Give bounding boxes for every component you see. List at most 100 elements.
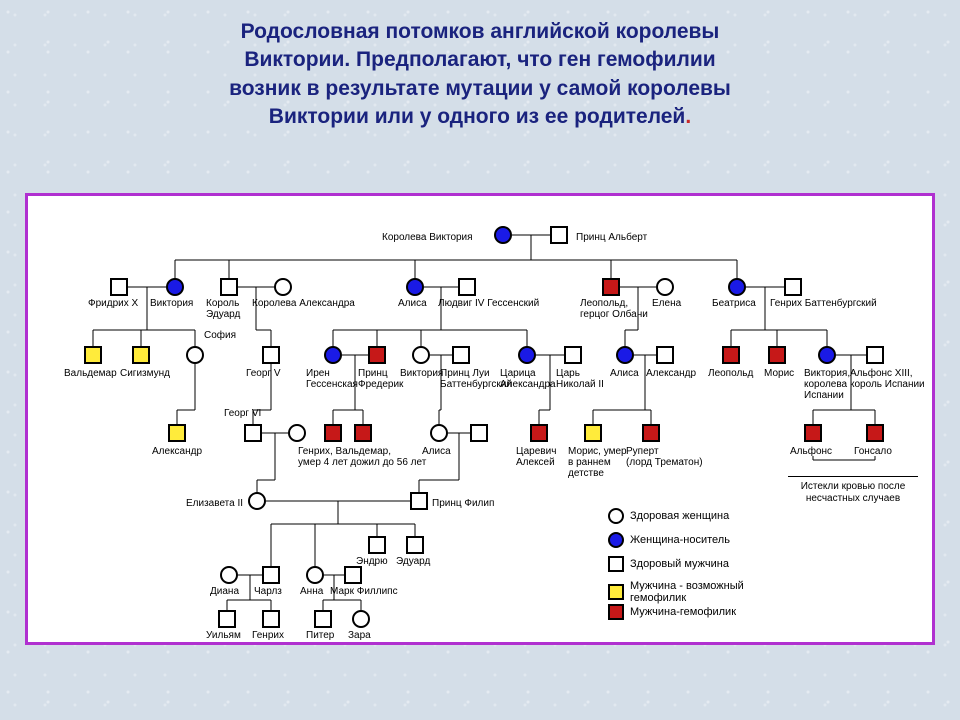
legend-symbol-2 bbox=[608, 556, 624, 572]
title-line-3: возник в результате мутации у самой коро… bbox=[229, 77, 731, 100]
node-albert bbox=[550, 226, 568, 244]
legend-item-0: Здоровая женщина bbox=[608, 508, 729, 524]
legend-symbol-3 bbox=[608, 584, 624, 600]
node-prince_f bbox=[368, 346, 386, 364]
node-mark bbox=[344, 566, 362, 584]
node-anna bbox=[306, 566, 324, 584]
label-sigismund: Сигизмунд bbox=[120, 368, 170, 379]
label-leopold2: Леопольд bbox=[708, 368, 753, 379]
title-line-1: Родословная потомков английской королевы bbox=[241, 20, 720, 43]
label-george_v: Георг V bbox=[246, 368, 281, 379]
label-victoria_queen: Королева Виктория bbox=[382, 232, 473, 243]
label-mark: Марк Филлипс bbox=[330, 586, 398, 597]
label-philip: Принц Филип bbox=[432, 498, 494, 509]
label-alexei: Царевич Алексей bbox=[516, 446, 556, 468]
node-ludwig bbox=[458, 278, 476, 296]
node-valdemar2 bbox=[354, 424, 372, 442]
label-alice2: Алиса bbox=[610, 368, 639, 379]
node-george_v bbox=[262, 346, 280, 364]
node-george_vi bbox=[244, 424, 262, 442]
node-alexander2 bbox=[656, 346, 674, 364]
node-victoria3 bbox=[412, 346, 430, 364]
legend-label-4: Мужчина-гемофилик bbox=[630, 606, 736, 618]
legend-symbol-1 bbox=[608, 532, 624, 548]
label-edward2: Эдуард bbox=[396, 556, 430, 567]
node-louis_b bbox=[452, 346, 470, 364]
label-alfonso_xiii: Альфонс XIII, король Испании bbox=[850, 368, 925, 390]
label-diana: Диана bbox=[210, 586, 239, 597]
node-leopold_d bbox=[602, 278, 620, 296]
node-andrew bbox=[368, 536, 386, 554]
label-zara: Зара bbox=[348, 630, 371, 641]
label-alfonso: Альфонс bbox=[790, 446, 832, 457]
node-victoria2 bbox=[166, 278, 184, 296]
label-victoria_sp: Виктория, королева Испании bbox=[804, 368, 850, 401]
node-victoria_queen bbox=[494, 226, 512, 244]
label-prince_f: Принц Фредерик bbox=[358, 368, 403, 390]
node-alice2 bbox=[616, 346, 634, 364]
title-line-4: Виктории или у одного из ее родителей bbox=[269, 105, 686, 128]
label-albert: Принц Альберт bbox=[576, 232, 647, 243]
label-alice3: Алиса bbox=[422, 446, 451, 457]
label-valdemar: Вальдемар bbox=[64, 368, 117, 379]
node-rupert bbox=[642, 424, 660, 442]
label-alexandra_ts: Царица Александра bbox=[500, 368, 556, 390]
label-alexander2: Александр bbox=[646, 368, 696, 379]
node-nicholas bbox=[564, 346, 582, 364]
label-alexandra_q: Королева Александра bbox=[252, 298, 355, 309]
label-king_edward: Король Эдуард bbox=[206, 298, 240, 320]
node-iren bbox=[324, 346, 342, 364]
node-victoria_sp bbox=[818, 346, 836, 364]
node-elizabeth bbox=[248, 492, 266, 510]
label-henry_b: Генрих Баттенбургский bbox=[770, 298, 877, 309]
legend-symbol-4 bbox=[608, 604, 624, 620]
node-william bbox=[218, 610, 236, 628]
node-edward2 bbox=[406, 536, 424, 554]
node-alexandra_q bbox=[274, 278, 292, 296]
label-george_vi: Георг VI bbox=[224, 408, 261, 419]
node-sofia bbox=[186, 346, 204, 364]
label-gonsalo: Гонсало bbox=[854, 446, 892, 457]
node-alice3_sp bbox=[470, 424, 488, 442]
legend-item-2: Здоровый мужчина bbox=[608, 556, 729, 572]
page-title: Родословная потомков английской королевы… bbox=[0, 0, 960, 141]
title-line-2: Виктории. Предполагают, что ген гемофили… bbox=[244, 48, 715, 71]
node-alice bbox=[406, 278, 424, 296]
legend-label-2: Здоровый мужчина bbox=[630, 558, 729, 570]
node-king_edward bbox=[220, 278, 238, 296]
node-elena bbox=[656, 278, 674, 296]
label-alice: Алиса bbox=[398, 298, 427, 309]
label-leopold_d: Леопольд, герцог Олбани bbox=[580, 298, 648, 320]
node-alexandra_ts bbox=[518, 346, 536, 364]
label-rupert: Руперт (лорд Трематон) bbox=[626, 446, 703, 468]
node-beatrisa bbox=[728, 278, 746, 296]
node-alice3 bbox=[430, 424, 448, 442]
label-victoria3: Виктория bbox=[400, 368, 443, 379]
pedigree-chart: Королева ВикторияПринц АльбертФридрих ХВ… bbox=[25, 193, 935, 645]
node-henry5 bbox=[262, 610, 280, 628]
label-iren: Ирен Гессенская bbox=[306, 368, 358, 390]
label-ludwig: Людвиг IV Гессенский bbox=[438, 298, 539, 309]
legend-label-1: Женщина-носитель bbox=[630, 534, 730, 546]
legend-item-4: Мужчина-гемофилик bbox=[608, 604, 736, 620]
legend-symbol-0 bbox=[608, 508, 624, 524]
node-maurice2 bbox=[584, 424, 602, 442]
label-victoria2: Виктория bbox=[150, 298, 193, 309]
label-beatrisa: Беатриса bbox=[712, 298, 756, 309]
label-maurice2: Морис, умер в раннем детстве bbox=[568, 446, 627, 479]
label-charles: Чарлз bbox=[254, 586, 282, 597]
label-elena: Елена bbox=[652, 298, 681, 309]
label-nicholas: Царь Николай II bbox=[556, 368, 604, 390]
label-peter: Питер bbox=[306, 630, 334, 641]
node-leopold2 bbox=[722, 346, 740, 364]
label-sofia: София bbox=[204, 330, 236, 341]
node-gonsalo bbox=[866, 424, 884, 442]
node-gv_sp bbox=[288, 424, 306, 442]
node-alfonso_xiii bbox=[866, 346, 884, 364]
legend-label-3: Мужчина - возможный гемофилик bbox=[630, 580, 744, 604]
node-peter bbox=[314, 610, 332, 628]
legend-item-3: Мужчина - возможный гемофилик bbox=[608, 580, 744, 604]
label-alexander_y: Александр bbox=[152, 446, 202, 457]
label-maurice: Морис bbox=[764, 368, 794, 379]
node-philip bbox=[410, 492, 428, 510]
